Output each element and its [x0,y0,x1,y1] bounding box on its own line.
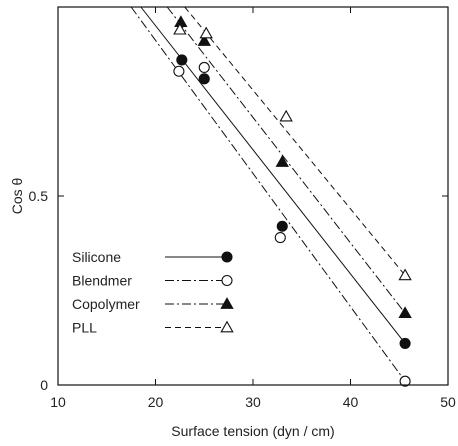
point-pll [279,109,293,122]
fit-line-copolymer [166,6,406,314]
legend: Silicone Blendmer Copolymer PLL [72,249,234,336]
point-silicone [399,337,411,349]
point-pll [199,26,213,39]
point-pll [398,268,412,281]
y-tick-label: 0.5 [29,188,49,204]
point-blendmer [399,375,411,387]
legend-marker-silicone [221,251,233,263]
fit-line-blendmer [130,6,406,382]
point-copolymer [398,306,412,319]
point-blendmer [198,61,210,74]
y-axis-label: Cos θ [9,178,25,215]
tick-labels: 10 20 30 40 50 0 0.5 [29,188,456,410]
x-tick-label: 50 [440,394,456,410]
data-points [173,15,412,387]
legend-label-pll: PLL [72,320,97,336]
point-silicone [198,73,210,85]
point-copolymer [197,34,211,46]
plot-area-border [57,6,449,386]
axis-ticks [57,7,449,386]
plot-frame [57,6,449,386]
point-copolymer [275,155,289,167]
fit-lines [130,6,406,382]
x-tick-label: 30 [245,394,261,410]
legend-marker-blendmer [221,274,233,287]
point-blendmer [274,232,286,244]
point-pll [173,22,187,35]
x-tick-label: 20 [148,394,164,410]
x-tick-label: 40 [343,394,359,410]
legend-marker-pll [220,320,234,333]
point-silicone [276,220,288,232]
y-tick-label: 0 [40,377,48,393]
legend-label-blendmer: Blendmer [72,273,132,289]
x-axis-label: Surface tension (dyn / cm) [171,423,334,439]
legend-label-silicone: Silicone [72,249,121,265]
legend-label-copolymer: Copolymer [72,296,140,312]
legend-marker-copolymer [220,297,234,309]
point-blendmer [173,65,185,77]
x-tick-label: 10 [50,394,66,410]
point-silicone [176,54,188,66]
fit-line-pll [184,6,406,276]
